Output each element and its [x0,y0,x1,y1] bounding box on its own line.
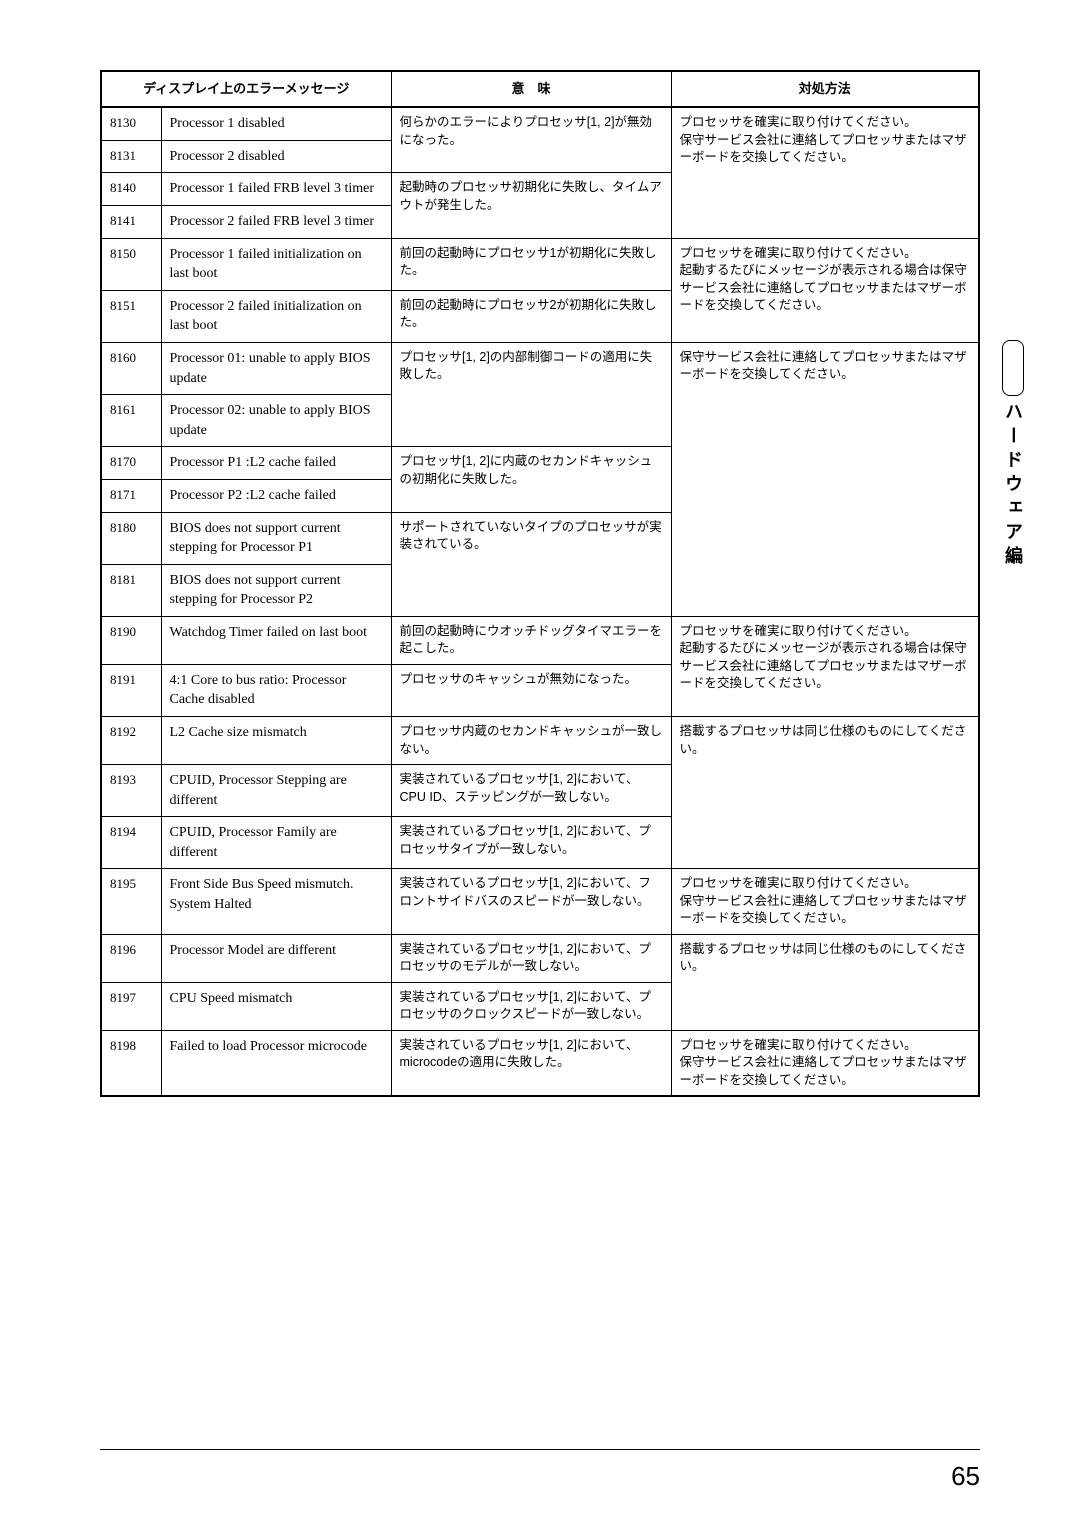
error-message: Processor 2 failed FRB level 3 timer [161,205,391,238]
error-message: Processor 2 failed initialization on las… [161,290,391,342]
error-code: 8171 [101,479,161,512]
meaning-cell: 実装されているプロセッサ[1, 2]において、プロセッサのクロックスピードが一致… [391,982,671,1030]
page-number: 65 [951,1461,980,1492]
meaning-cell: 実装されているプロセッサ[1, 2]において、プロセッサタイプが一致しない。 [391,817,671,869]
table-row: 8196Processor Model are different実装されている… [101,934,979,982]
side-tab-label: ハードウェア編 [1000,402,1026,570]
meaning-cell: プロセッサ内蔵のセカンドキャッシュが一致しない。 [391,717,671,765]
table-row: 8130Processor 1 disabled何らかのエラーによりプロセッサ[… [101,107,979,140]
error-code: 8181 [101,564,161,616]
error-message: Processor 02: unable to apply BIOS updat… [161,395,391,447]
error-message: Processor 1 disabled [161,107,391,140]
error-message: L2 Cache size mismatch [161,717,391,765]
meaning-cell: 実装されているプロセッサ[1, 2]において、microcodeの適用に失敗した… [391,1030,671,1096]
error-message: BIOS does not support current stepping f… [161,564,391,616]
error-message: Front Side Bus Speed mismutch. System Ha… [161,869,391,935]
error-message: Processor 2 disabled [161,140,391,173]
meaning-cell: 前回の起動時にプロセッサ1が初期化に失敗した。 [391,238,671,290]
error-code: 8131 [101,140,161,173]
table-row: 8190Watchdog Timer failed on last boot前回… [101,616,979,664]
action-cell: プロセッサを確実に取り付けてください。保守サービス会社に連絡してプロセッサまたは… [671,107,979,238]
action-cell: 搭載するプロセッサは同じ仕様のものにしてください。 [671,717,979,869]
table-row: 8192L2 Cache size mismatchプロセッサ内蔵のセカンドキャ… [101,717,979,765]
error-message: 4:1 Core to bus ratio: Processor Cache d… [161,664,391,716]
table-row: 8160Processor 01: unable to apply BIOS u… [101,342,979,394]
error-code: 8130 [101,107,161,140]
error-code: 8161 [101,395,161,447]
error-code: 8192 [101,717,161,765]
error-message: CPUID, Processor Family are different [161,817,391,869]
error-message: Processor Model are different [161,934,391,982]
action-cell: 搭載するプロセッサは同じ仕様のものにしてください。 [671,934,979,1030]
error-code: 8195 [101,869,161,935]
error-message: CPU Speed mismatch [161,982,391,1030]
error-message: Processor P2 :L2 cache failed [161,479,391,512]
table-row: 8150Processor 1 failed initialization on… [101,238,979,290]
meaning-cell: 実装されているプロセッサ[1, 2]において、プロセッサのモデルが一致しない。 [391,934,671,982]
error-message: BIOS does not support current stepping f… [161,512,391,564]
action-cell: プロセッサを確実に取り付けてください。保守サービス会社に連絡してプロセッサまたは… [671,869,979,935]
table-header-row: ディスプレイ上のエラーメッセージ 意 味 対処方法 [101,71,979,107]
error-code: 8160 [101,342,161,394]
error-code: 8193 [101,765,161,817]
error-code: 8196 [101,934,161,982]
action-cell: プロセッサを確実に取り付けてください。保守サービス会社に連絡してプロセッサまたは… [671,1030,979,1096]
error-message: Processor 1 failed initialization on las… [161,238,391,290]
meaning-cell: 実装されているプロセッサ[1, 2]において、CPU ID、ステッピングが一致し… [391,765,671,817]
meaning-cell: プロセッサ[1, 2]の内部制御コードの適用に失敗した。 [391,342,671,446]
error-code: 8150 [101,238,161,290]
error-message: Processor 01: unable to apply BIOS updat… [161,342,391,394]
meaning-cell: 前回の起動時にプロセッサ2が初期化に失敗した。 [391,290,671,342]
action-cell: プロセッサを確実に取り付けてください。起動するたびにメッセージが表示される場合は… [671,238,979,342]
error-code: 8197 [101,982,161,1030]
error-code: 8190 [101,616,161,664]
meaning-cell: サポートされていないタイプのプロセッサが実装されている。 [391,512,671,616]
error-message: Failed to load Processor microcode [161,1030,391,1096]
meaning-cell: 実装されているプロセッサ[1, 2]において、フロントサイドバスのスピードが一致… [391,869,671,935]
table-row: 8195Front Side Bus Speed mismutch. Syste… [101,869,979,935]
error-message: Watchdog Timer failed on last boot [161,616,391,664]
header-action: 対処方法 [671,71,979,107]
error-code: 8180 [101,512,161,564]
error-code: 8151 [101,290,161,342]
error-code: 8194 [101,817,161,869]
error-code: 8140 [101,173,161,206]
side-tab: ハードウェア編 [1000,340,1026,570]
error-message: CPUID, Processor Stepping are different [161,765,391,817]
header-meaning: 意 味 [391,71,671,107]
error-code: 8198 [101,1030,161,1096]
side-tab-indicator [1002,340,1024,396]
meaning-cell: 前回の起動時にウオッチドッグタイマエラーを起こした。 [391,616,671,664]
error-message: Processor P1 :L2 cache failed [161,447,391,480]
meaning-cell: プロセッサのキャッシュが無効になった。 [391,664,671,716]
action-cell: 保守サービス会社に連絡してプロセッサまたはマザーボードを交換してください。 [671,342,979,616]
header-display-msg: ディスプレイ上のエラーメッセージ [101,71,391,107]
footer-rule [100,1449,980,1450]
error-code: 8191 [101,664,161,716]
error-message: Processor 1 failed FRB level 3 timer [161,173,391,206]
meaning-cell: 何らかのエラーによりプロセッサ[1, 2]が無効になった。 [391,107,671,173]
error-table: ディスプレイ上のエラーメッセージ 意 味 対処方法 8130Processor … [100,70,980,1097]
table-row: 8198Failed to load Processor microcode実装… [101,1030,979,1096]
meaning-cell: 起動時のプロセッサ初期化に失敗し、タイムアウトが発生した。 [391,173,671,238]
error-code: 8141 [101,205,161,238]
action-cell: プロセッサを確実に取り付けてください。起動するたびにメッセージが表示される場合は… [671,616,979,716]
meaning-cell: プロセッサ[1, 2]に内蔵のセカンドキャッシュの初期化に失敗した。 [391,447,671,512]
error-code: 8170 [101,447,161,480]
